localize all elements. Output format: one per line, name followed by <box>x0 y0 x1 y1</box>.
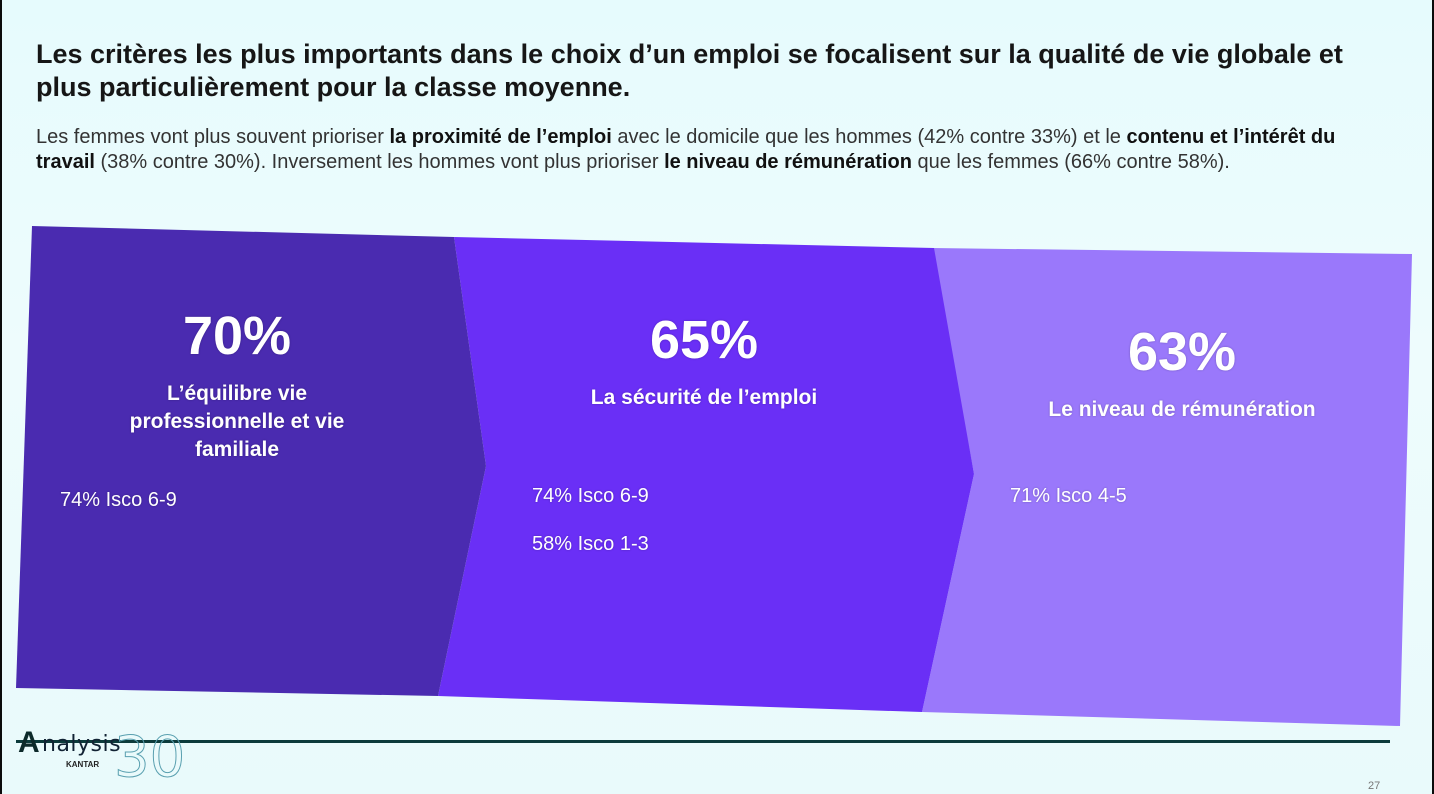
subtitle-emphasis: le niveau de rémunération <box>664 151 912 173</box>
slide-title: Les critères les plus importants dans le… <box>36 39 1343 102</box>
panel-1-background <box>16 226 486 696</box>
panel-1-stat: 74% Isco 6-9 <box>60 489 177 511</box>
panel-2-percent: 65% <box>649 310 759 370</box>
panel-1-label: L’équilibre vie professionnelle et vie f… <box>82 380 392 464</box>
panel-2-label-line: La sécurité de l’emploi <box>590 386 818 409</box>
subtitle-emphasis: contenu et l’intérêt du travail <box>36 126 1336 173</box>
logo-30-mark: 30 <box>114 725 184 789</box>
panel-3-stat: 71% Isco 4-5 <box>1010 485 1127 507</box>
panel-1-label-line: familiale <box>194 438 280 461</box>
subtitle-part: que les femmes (66% contre 58%). <box>911 151 1230 173</box>
footer-divider <box>16 740 1390 743</box>
page-number: 27 <box>1368 780 1381 792</box>
slide-subtitle: Les femmes vont plus souvent prioriser l… <box>36 125 1376 175</box>
panel-1-percent: 70% <box>182 306 292 366</box>
panel-1-label-line: L’équilibre vie <box>166 382 308 405</box>
panel-2-content: 65% La sécurité de l’emploi <box>554 310 854 412</box>
logo-number: 30 <box>114 725 184 788</box>
panel-3-label: Le niveau de rémunération <box>1022 396 1342 424</box>
panel-3-content: 63% Le niveau de rémunération <box>1022 322 1342 424</box>
subtitle-emphasis: la proximité de l’emploi <box>389 126 612 148</box>
panel-2-stat: 58% Isco 1-3 <box>532 533 649 555</box>
logo-kantar: KANTAR <box>66 760 100 769</box>
analysis-kantar-logo: A nalysis KANTAR 30 <box>18 718 188 789</box>
panel-2-background <box>438 237 974 712</box>
subtitle-part: (38% contre 30%). Inversement les hommes… <box>94 151 665 173</box>
panel-3-percent: 63% <box>1127 322 1237 382</box>
panel-1-label-line: professionnelle et vie <box>129 410 345 433</box>
logo-wordmark: nalysis <box>42 732 122 757</box>
subtitle-part: Les femmes vont plus souvent prioriser <box>36 126 390 148</box>
panel-3-label-line: Le niveau de rémunération <box>1048 398 1316 421</box>
subtitle-part: avec le domicile que les hommes (42% con… <box>611 126 1127 148</box>
logo-initial: A <box>18 726 40 759</box>
panel-2-label: La sécurité de l’emploi <box>554 384 854 412</box>
panel-3-background <box>922 248 1412 726</box>
panel-2-stat: 74% Isco 6-9 <box>532 485 649 507</box>
panel-1-content: 70% L’équilibre vie professionnelle et v… <box>82 306 392 464</box>
